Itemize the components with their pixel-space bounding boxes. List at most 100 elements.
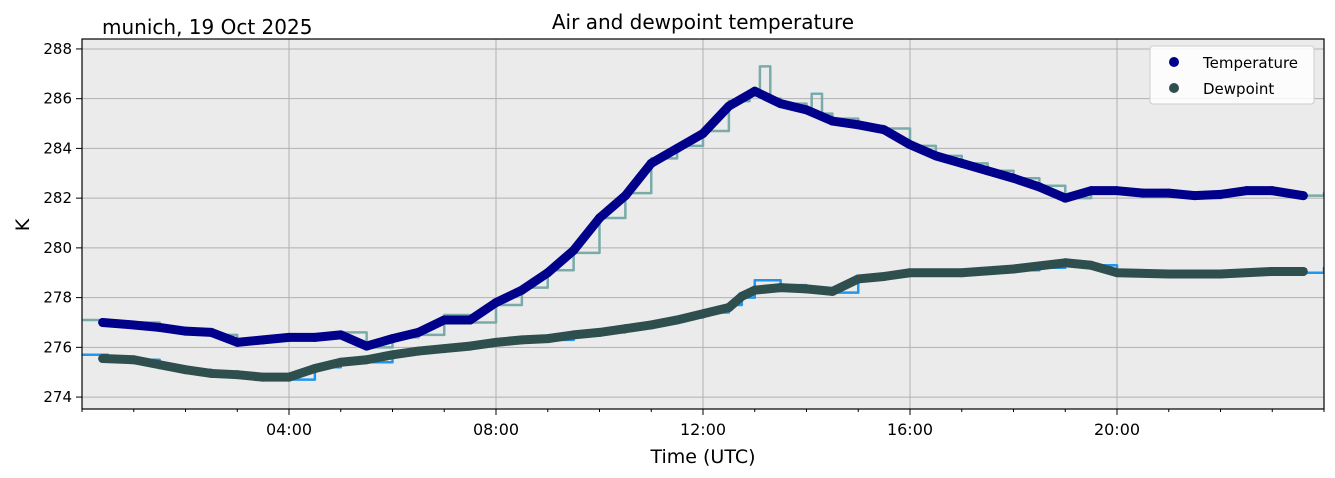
data-point [827, 116, 837, 126]
data-point [620, 191, 630, 201]
data-point [336, 357, 346, 367]
data-point [802, 284, 811, 294]
data-point [724, 101, 734, 111]
data-point [232, 370, 242, 380]
data-point [491, 337, 501, 347]
legend-box [1149, 45, 1315, 105]
data-point [957, 158, 967, 168]
data-point [698, 309, 708, 319]
y-tick-label: 288 [43, 40, 72, 58]
data-point [181, 365, 190, 375]
data-point [737, 291, 747, 301]
data-point [983, 166, 993, 176]
data-point [413, 327, 423, 337]
data-point [1298, 266, 1308, 276]
data-point [1009, 173, 1018, 183]
data-point [1112, 268, 1122, 278]
data-point [129, 355, 139, 365]
data-point [905, 268, 915, 278]
data-point [543, 334, 553, 344]
data-point [284, 332, 294, 342]
data-point [1060, 258, 1070, 268]
x-tick-label: 16:00 [887, 420, 933, 439]
data-point [1086, 186, 1096, 196]
data-point [1216, 269, 1225, 279]
x-tick-label: 12:00 [680, 420, 726, 439]
data-point [310, 332, 320, 342]
data-point [595, 327, 604, 337]
data-point [1060, 193, 1070, 203]
data-point [284, 372, 294, 382]
data-point [388, 350, 397, 360]
chart-subtitle: munich, 19 Oct 2025 [102, 15, 312, 39]
data-point [1216, 189, 1225, 199]
data-point [1009, 264, 1018, 274]
data-point [362, 355, 372, 365]
data-point [1190, 191, 1200, 201]
data-point [98, 317, 108, 327]
data-point [750, 285, 760, 295]
legend-marker [1169, 57, 1179, 67]
y-tick-label: 276 [43, 338, 72, 356]
data-point [1164, 269, 1174, 279]
legend-label: Dewpoint [1203, 80, 1274, 98]
data-point [931, 151, 941, 161]
legend-marker [1169, 83, 1179, 93]
data-point [258, 335, 268, 345]
data-point [362, 341, 372, 351]
x-tick-label: 04:00 [266, 420, 312, 439]
data-point [232, 337, 242, 347]
data-point [336, 330, 346, 340]
data-point [543, 268, 553, 278]
data-point [569, 330, 579, 340]
data-point [672, 315, 682, 325]
data-point [750, 86, 760, 96]
x-tick-label: 08:00 [473, 420, 519, 439]
data-point [620, 324, 630, 334]
legend-label: Temperature [1202, 54, 1298, 72]
x-axis-label: Time (UTC) [649, 446, 755, 468]
plot-frame [81, 38, 1325, 410]
data-point [879, 271, 889, 281]
data-point [1034, 182, 1044, 192]
data-point [569, 245, 579, 255]
data-point [439, 315, 449, 325]
data-point [1086, 260, 1096, 270]
legend: Temperature Dewpoint [1149, 45, 1315, 105]
data-point [827, 286, 837, 296]
data-point [155, 322, 165, 332]
y-tick-label: 286 [43, 90, 72, 108]
data-point [310, 363, 320, 373]
data-point [802, 105, 811, 115]
data-point [1112, 186, 1122, 196]
data-point [1298, 191, 1308, 201]
y-tick-label: 284 [43, 139, 72, 157]
data-point [206, 368, 216, 378]
data-point [1267, 266, 1277, 276]
data-point [776, 99, 786, 109]
data-point [672, 143, 682, 153]
data-point [155, 360, 165, 370]
data-point [879, 125, 889, 135]
data-point [776, 283, 786, 293]
data-point [517, 335, 527, 345]
data-point [388, 334, 397, 344]
data-point [1241, 186, 1251, 196]
data-point [517, 285, 527, 295]
data-point [181, 326, 190, 336]
data-point [439, 344, 449, 354]
data-point [129, 320, 139, 330]
y-tick-label: 278 [43, 289, 72, 307]
data-point [905, 140, 915, 150]
data-point [413, 346, 423, 356]
data-point [491, 298, 501, 308]
y-axis-label: K [12, 218, 34, 231]
data-point [698, 128, 708, 138]
x-tick-label: 20:00 [1094, 420, 1140, 439]
data-point [646, 158, 656, 168]
data-point [1267, 186, 1277, 196]
data-point [957, 268, 967, 278]
data-point [595, 213, 604, 223]
